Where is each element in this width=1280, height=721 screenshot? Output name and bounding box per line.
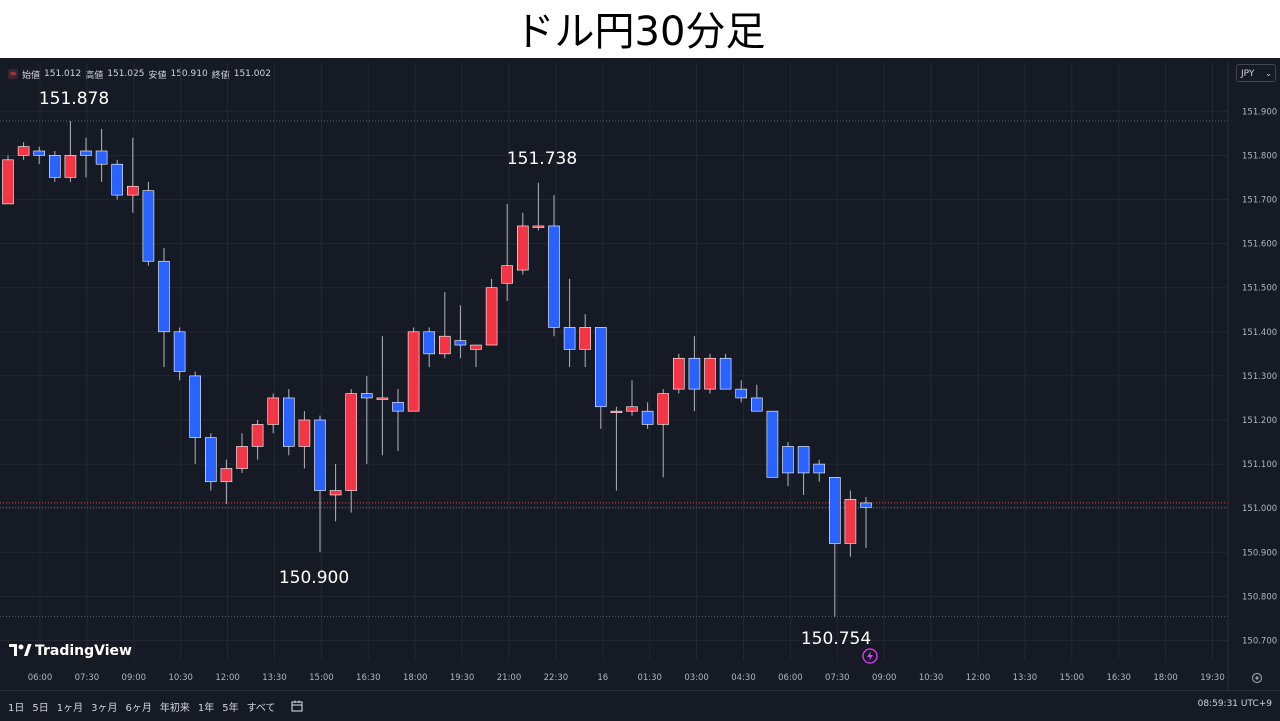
low-label: 安値 <box>148 70 167 81</box>
range-button[interactable]: 3ヶ月 <box>91 702 118 714</box>
currency-select[interactable]: JPY ⌄ <box>1236 64 1276 82</box>
hamburger-icon[interactable]: ≡ <box>8 69 18 79</box>
chart-panel[interactable] <box>0 58 1280 720</box>
range-button[interactable]: 1年 <box>197 702 215 714</box>
range-buttons: 1日 5日 1ヶ月 3ヶ月 6ヶ月 年初来 1年 5年 すべて <box>0 699 276 714</box>
settings-icon[interactable] <box>1250 670 1264 684</box>
range-button[interactable]: 5日 <box>32 702 49 714</box>
open-value: 151.012 <box>44 69 82 79</box>
calendar-range-icon[interactable] <box>290 699 304 713</box>
range-button[interactable]: 6ヶ月 <box>125 702 152 714</box>
high-value: 151.025 <box>107 69 145 79</box>
close-value: 151.002 <box>233 69 271 79</box>
chevron-down-icon: ⌄ <box>1265 69 1272 78</box>
close-label: 終値 <box>211 70 230 81</box>
range-button[interactable]: 5年 <box>222 702 239 714</box>
page-title: ドル円30分足 <box>0 0 1280 58</box>
bottom-toolbar: 1日 5日 1ヶ月 3ヶ月 6ヶ月 年初来 1年 5年 すべて 08:59:31 UTC+9 <box>0 690 1280 721</box>
open-label: 始値 <box>22 70 41 81</box>
range-button[interactable]: すべて <box>246 702 276 714</box>
high-label: 高値 <box>85 70 104 81</box>
low-value: 150.910 <box>170 69 208 79</box>
ohlc-legend: ≡ 始値 151.012 高値 151.025 安値 150.910 終値 151.00… <box>8 68 271 81</box>
clock: 08:59:31 UTC+9 <box>1197 699 1272 709</box>
range-button[interactable]: 1日 <box>8 702 25 714</box>
range-button[interactable]: 年初来 <box>159 702 190 714</box>
range-button[interactable]: 1ヶ月 <box>56 702 84 714</box>
currency-label: JPY <box>1241 69 1255 79</box>
